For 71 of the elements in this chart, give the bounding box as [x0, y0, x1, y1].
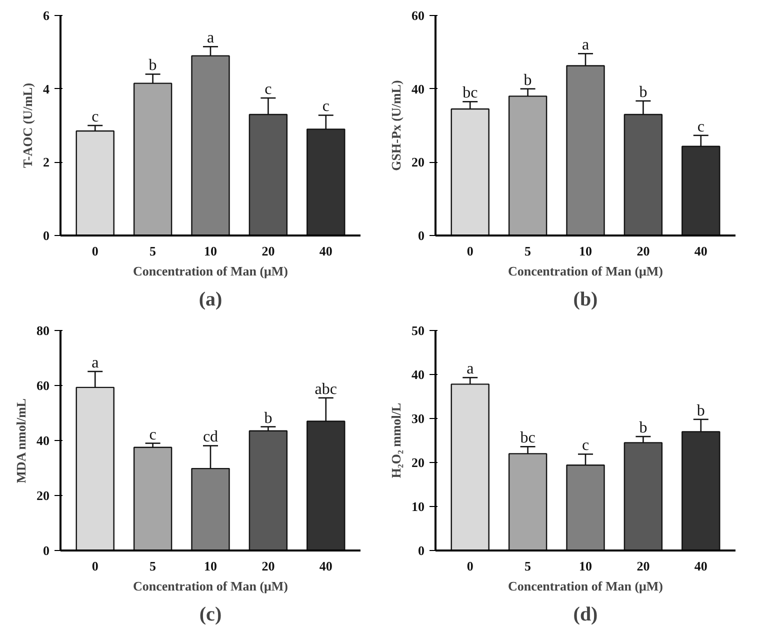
x-tick-label: 0	[92, 558, 98, 574]
y-axis-title: GSH-Px (U/mL)	[388, 80, 404, 171]
x-tick-label: 5	[524, 558, 532, 574]
x-tick-label: 40	[694, 244, 708, 258]
y-tick-label: 10	[412, 499, 424, 514]
annotation: b	[696, 402, 705, 420]
text: (d)	[573, 604, 598, 626]
x-tick-label: 0	[466, 244, 474, 258]
annotation: b	[264, 410, 272, 427]
y-axis-title: H₂O₂ mmol/L	[388, 402, 404, 478]
x-tick-label: 10	[579, 558, 592, 574]
annotation: c	[264, 81, 272, 98]
y-tick-label: 20	[412, 154, 424, 170]
annotation: c	[697, 118, 704, 136]
x-tick-label: 0	[466, 558, 474, 574]
annotation: c	[582, 437, 590, 454]
y-tick-label: 0	[43, 543, 50, 558]
x-tick-label: 10	[579, 244, 592, 258]
annotation: b	[524, 72, 532, 89]
y-tick-label: 40	[412, 367, 424, 382]
x-axis-title: Concentration of Man (μM)	[508, 578, 664, 594]
y-tick-label: 40	[36, 433, 50, 448]
annotation: c	[322, 98, 330, 116]
annotation: bc	[462, 84, 478, 102]
text: (a)	[198, 288, 222, 310]
x-tick-label: 20	[262, 558, 275, 574]
y-tick-label: 80	[36, 323, 50, 338]
annotation: b	[148, 57, 157, 74]
y-tick-label: 2	[43, 154, 50, 170]
y-tick-label: 30	[412, 411, 424, 426]
annotation: b	[639, 420, 648, 437]
y-tick-label: 50	[412, 323, 424, 338]
y-tick-label: 0	[418, 543, 424, 558]
x-tick-label: 10	[204, 558, 217, 574]
annotation: bc	[520, 430, 536, 447]
y-tick-label: 0	[43, 228, 50, 243]
y-axis-title: T-AOC (U/mL)	[20, 82, 35, 168]
annotation: c	[92, 108, 99, 126]
text: (c)	[199, 604, 222, 626]
annotation: a	[466, 360, 474, 378]
annotation: b	[639, 84, 648, 101]
y-tick-label: 40	[412, 81, 424, 96]
annotation: a	[92, 354, 99, 372]
y-tick-label: 6	[43, 8, 50, 23]
y-tick-label: 4	[43, 81, 50, 96]
annotation: cd	[202, 428, 218, 446]
y-tick-label: 0	[418, 228, 424, 243]
x-tick-label: 20	[636, 244, 650, 258]
y-tick-label: 20	[412, 455, 424, 470]
x-axis-title: Concentration of Man (μM)	[508, 264, 664, 278]
x-tick-label: 5	[150, 244, 157, 258]
x-tick-label: 5	[150, 558, 157, 574]
x-tick-label: 20	[262, 244, 275, 258]
x-tick-label: 0	[92, 244, 98, 258]
x-tick-label: 40	[319, 558, 332, 574]
x-axis-title: Concentration of Man (μM)	[132, 264, 288, 278]
x-tick-label: 10	[204, 244, 217, 258]
annotation: a	[582, 36, 590, 54]
y-axis-title: MDA nmol/mL	[14, 398, 28, 484]
text: (b)	[573, 288, 598, 310]
y-tick-label: 60	[412, 8, 424, 23]
x-tick-label: 40	[694, 558, 708, 574]
x-tick-label: 40	[319, 244, 332, 258]
x-tick-label: 5	[524, 244, 532, 258]
x-tick-label: 20	[636, 558, 650, 574]
annotation: c	[149, 426, 156, 444]
y-tick-label: 60	[36, 378, 50, 393]
annotation: abc	[314, 380, 337, 398]
annotation: a	[206, 30, 214, 47]
x-axis-title: Concentration of Man (μM)	[132, 578, 288, 594]
y-tick-label: 20	[36, 488, 50, 503]
